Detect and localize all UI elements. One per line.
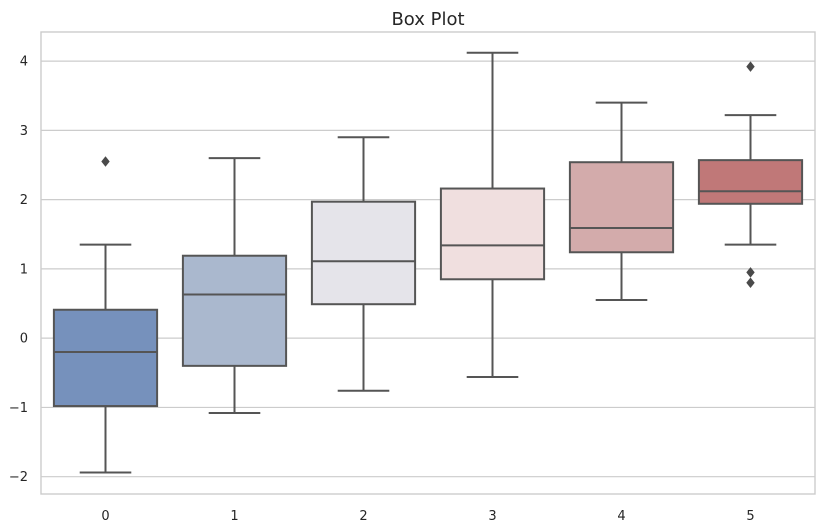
- x-tick-label: 2: [359, 509, 367, 524]
- box-group-2: [310, 136, 417, 392]
- iqr-box: [439, 187, 546, 281]
- outlier-point: [746, 61, 755, 72]
- box-group-4: [568, 101, 675, 302]
- y-tick-label: −1: [9, 401, 28, 416]
- y-axis-ticks: 4 3 2 1 0 −1 −2: [9, 55, 28, 486]
- iqr-box: [52, 308, 159, 408]
- x-tick-label: 4: [617, 509, 625, 524]
- x-axis-ticks: 0 1 2 3 4 5: [101, 509, 754, 524]
- outlier-point: [746, 277, 755, 288]
- grid-lines: [41, 60, 815, 478]
- y-tick-label: −2: [9, 470, 28, 485]
- outlier-point: [746, 267, 755, 278]
- x-tick-label: 5: [746, 509, 754, 524]
- plot-frame: [40, 31, 816, 495]
- boxes: [52, 51, 804, 474]
- iqr-box: [181, 254, 288, 367]
- x-tick-label: 1: [230, 509, 238, 524]
- box-group-0: [52, 156, 159, 474]
- y-tick-label: 1: [20, 262, 28, 277]
- iqr-box: [568, 161, 675, 254]
- box-group-3: [439, 51, 546, 378]
- y-tick-label: 2: [20, 193, 28, 208]
- y-tick-label: 4: [20, 55, 28, 70]
- y-tick-label: 0: [20, 332, 28, 347]
- x-tick-label: 3: [488, 509, 496, 524]
- outlier-point: [101, 156, 110, 167]
- iqr-box: [310, 200, 417, 306]
- iqr-box: [697, 159, 804, 205]
- chart-title: Box Plot: [391, 9, 464, 30]
- box-group-5: [697, 61, 804, 288]
- y-tick-label: 3: [20, 124, 28, 139]
- x-tick-label: 0: [101, 509, 109, 524]
- box-group-1: [181, 157, 288, 414]
